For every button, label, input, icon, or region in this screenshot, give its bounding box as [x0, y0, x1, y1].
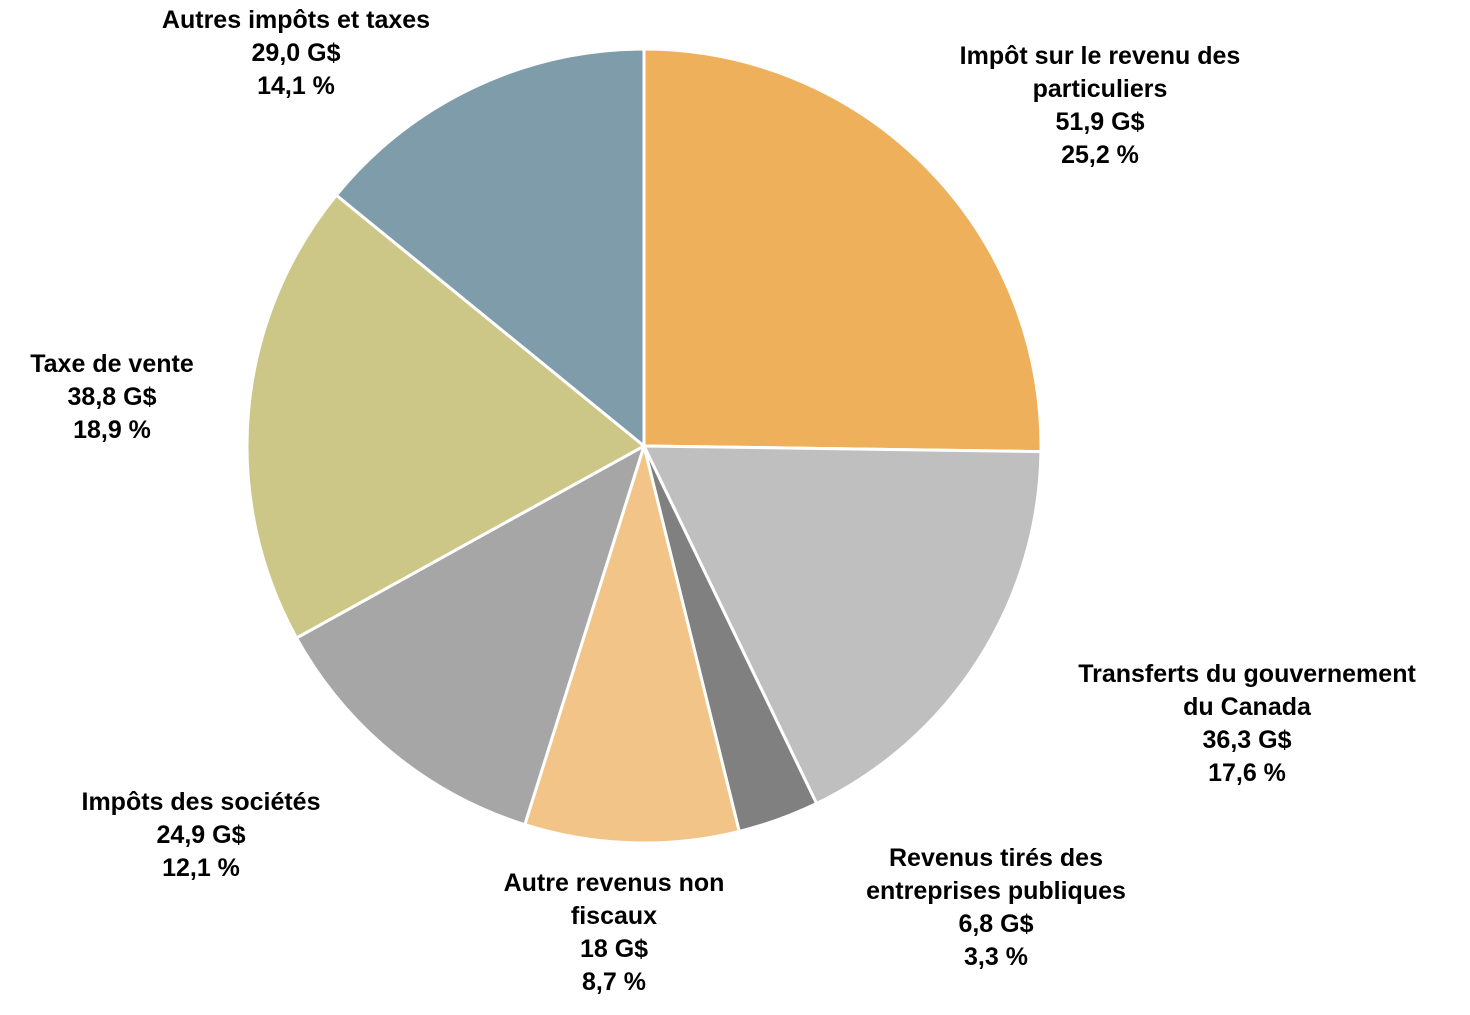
- slice-label-name: du Canada: [1183, 693, 1311, 721]
- slice-label-name: Taxe de vente: [30, 350, 194, 378]
- slice-label-name: Autres impôts et taxes: [161, 6, 431, 34]
- slice-amount: 6,8 G$: [958, 910, 1034, 938]
- pie-slice: [334, 47, 646, 448]
- pie-slice: [523, 444, 741, 845]
- slice-percent: 12,1 %: [162, 854, 240, 882]
- slice-amount: 36,3 G$: [1202, 726, 1292, 754]
- slice-label: Impôt sur le revenu des particuliers 51,9 …: [960, 40, 1241, 172]
- slice-label: Revenus tirés des entreprises publiques 6,…: [866, 842, 1126, 974]
- slice-amount: 18 G$: [579, 935, 649, 963]
- slice-label-name: fiscaux: [570, 902, 658, 930]
- slice-label: Taxe de vente 38,8 G$ 18,9 %: [30, 348, 194, 447]
- slice-label-name: Impôt sur le revenu des: [959, 42, 1241, 70]
- slice-amount: 51,9 G$: [1055, 108, 1145, 136]
- slice-percent: 17,6 %: [1208, 759, 1286, 787]
- slice-label-name: particuliers: [1032, 75, 1168, 103]
- slice-percent: 3,3 %: [964, 943, 1028, 971]
- slice-label-name: Autre revenus non: [503, 869, 725, 897]
- slice-label: Autre revenus non fiscaux 18 G$ 8,7 %: [504, 867, 725, 999]
- slice-label: Impôts des sociétés 24,9 G$ 12,1 %: [82, 786, 321, 885]
- slice-percent: 14,1 %: [257, 72, 335, 100]
- pie-slice: [642, 444, 1043, 806]
- pie-slice: [245, 193, 646, 640]
- slice-amount: 29,0 G$: [251, 39, 341, 67]
- pie-slice: [295, 444, 646, 827]
- slice-amount: 38,8 G$: [67, 383, 157, 411]
- slice-label: Transferts du gouvernement du Canada 36,3 …: [1078, 658, 1416, 790]
- pie-slice: [642, 47, 1043, 454]
- slice-amount: 24,9 G$: [156, 821, 246, 849]
- slice-percent: 25,2 %: [1061, 141, 1139, 169]
- slice-percent: 8,7 %: [582, 968, 646, 996]
- slice-label-name: Revenus tirés des: [888, 844, 1103, 872]
- slice-label: Autres impôts et taxes 29,0 G$ 14,1 %: [162, 4, 430, 103]
- slice-label-name: Impôts des sociétés: [81, 788, 321, 816]
- slice-percent: 18,9 %: [73, 416, 151, 444]
- slice-label-name: Transferts du gouvernement: [1078, 660, 1416, 688]
- slice-label-name: entreprises publiques: [866, 877, 1126, 905]
